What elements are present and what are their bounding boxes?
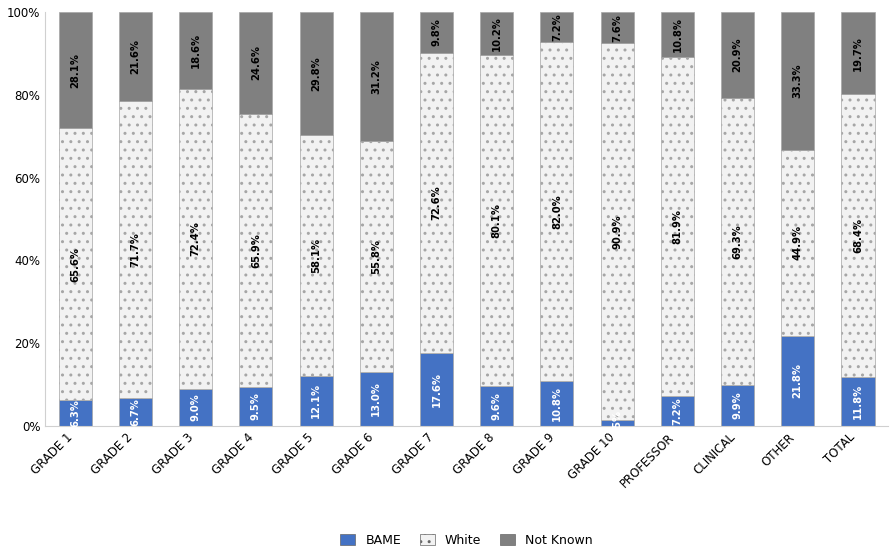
Text: 72.6%: 72.6%	[431, 186, 441, 220]
Text: 10.2%: 10.2%	[491, 16, 502, 51]
Bar	[479, 55, 512, 386]
Text: 10.8%: 10.8%	[671, 17, 681, 52]
Text: 9.8%: 9.8%	[431, 18, 441, 46]
Text: 68.4%: 68.4%	[852, 218, 862, 253]
Bar	[721, 385, 754, 426]
Bar	[119, 102, 152, 398]
Bar	[840, 94, 873, 377]
Text: 9.5%: 9.5%	[250, 392, 261, 420]
Text: 55.8%: 55.8%	[371, 239, 381, 274]
Bar	[540, 381, 573, 426]
Bar	[840, 13, 873, 94]
Text: 19.7%: 19.7%	[852, 35, 862, 70]
Text: 9.9%: 9.9%	[731, 391, 742, 419]
Bar	[419, 12, 452, 52]
Bar	[600, 12, 633, 43]
Bar	[359, 12, 392, 141]
Text: 13.0%: 13.0%	[371, 382, 381, 417]
Text: 90.9%: 90.9%	[611, 214, 621, 249]
Text: 1.5%: 1.5%	[611, 409, 621, 437]
Text: 7.6%: 7.6%	[611, 14, 621, 41]
Bar	[479, 13, 512, 55]
Text: 31.2%: 31.2%	[371, 59, 381, 94]
Bar	[299, 135, 333, 376]
Text: 20.9%: 20.9%	[731, 38, 742, 72]
Bar	[239, 12, 272, 114]
Bar	[600, 420, 633, 426]
Bar	[721, 11, 754, 98]
Text: 71.7%: 71.7%	[131, 232, 140, 267]
Text: 29.8%: 29.8%	[311, 56, 321, 91]
Text: 10.8%: 10.8%	[552, 386, 561, 421]
Bar	[419, 52, 452, 353]
Text: 33.3%: 33.3%	[792, 63, 802, 98]
Bar	[721, 98, 754, 385]
Text: 6.3%: 6.3%	[71, 399, 80, 427]
Text: 65.6%: 65.6%	[71, 247, 80, 282]
Text: 28.1%: 28.1%	[71, 52, 80, 87]
Text: 7.2%: 7.2%	[671, 397, 681, 425]
Bar	[179, 389, 212, 426]
Bar	[600, 43, 633, 420]
Text: 6.7%: 6.7%	[131, 398, 140, 426]
Text: 18.6%: 18.6%	[190, 33, 200, 68]
Bar	[540, 41, 573, 381]
Legend: BAME, White, Not Known: BAME, White, Not Known	[335, 529, 597, 546]
Text: 11.8%: 11.8%	[852, 384, 862, 419]
Text: 80.1%: 80.1%	[491, 203, 502, 238]
Bar	[840, 377, 873, 426]
Text: 44.9%: 44.9%	[792, 225, 802, 260]
Text: 65.9%: 65.9%	[250, 233, 261, 268]
Text: 7.2%: 7.2%	[552, 13, 561, 41]
Bar	[359, 141, 392, 372]
Bar	[299, 376, 333, 426]
Bar	[780, 336, 814, 426]
Bar	[59, 12, 92, 128]
Text: 72.4%: 72.4%	[190, 221, 200, 256]
Text: 12.1%: 12.1%	[311, 383, 321, 418]
Text: 58.1%: 58.1%	[311, 238, 321, 273]
Bar	[540, 12, 573, 41]
Text: 82.0%: 82.0%	[552, 194, 561, 229]
Text: 21.8%: 21.8%	[792, 363, 802, 398]
Text: 69.3%: 69.3%	[731, 224, 742, 259]
Bar	[239, 114, 272, 387]
Text: 21.6%: 21.6%	[131, 39, 140, 74]
Bar	[660, 57, 693, 396]
Bar	[59, 400, 92, 426]
Bar	[239, 387, 272, 426]
Text: 24.6%: 24.6%	[250, 45, 261, 80]
Text: 9.0%: 9.0%	[190, 393, 200, 421]
Bar	[59, 128, 92, 400]
Text: 17.6%: 17.6%	[431, 372, 441, 407]
Bar	[780, 150, 814, 336]
Bar	[119, 398, 152, 426]
Bar	[660, 396, 693, 426]
Bar	[119, 12, 152, 102]
Bar	[479, 386, 512, 426]
Bar	[359, 372, 392, 426]
Bar	[419, 353, 452, 426]
Text: 9.6%: 9.6%	[491, 392, 502, 420]
Text: 81.9%: 81.9%	[671, 209, 681, 244]
Bar	[660, 13, 693, 57]
Bar	[179, 89, 212, 389]
Bar	[299, 12, 333, 135]
Bar	[179, 12, 212, 89]
Bar	[780, 12, 814, 150]
